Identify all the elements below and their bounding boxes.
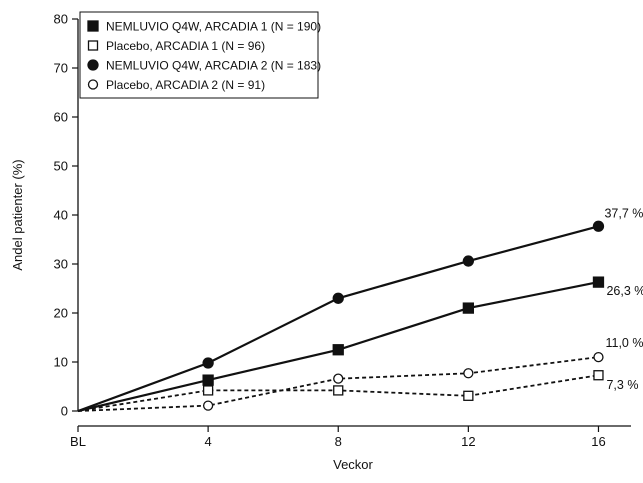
legend-item: Placebo, ARCADIA 2 (N = 91) — [87, 78, 265, 92]
y-tick-label: 30 — [54, 257, 68, 272]
y-tick-label: 50 — [54, 159, 68, 174]
axes: 0 10 20 30 40 50 60 70 80 BL 4 8 12 16 — [54, 12, 631, 449]
data-point — [463, 390, 474, 401]
legend-label: Placebo, ARCADIA 1 (N = 96) — [106, 39, 265, 53]
legend-box — [79, 11, 319, 99]
data-point — [202, 400, 214, 411]
data-point — [333, 373, 344, 384]
data-point — [462, 255, 475, 267]
series-1 — [77, 276, 605, 413]
x-tick-label: 12 — [461, 434, 475, 449]
y-tick-label: 60 — [54, 110, 68, 125]
legend-item: NEMLUVIO Q4W, ARCADIA 2 (N = 183) — [87, 59, 321, 73]
end-value-label: 7,3 % — [606, 378, 638, 392]
y-tick-label: 80 — [54, 12, 68, 27]
data-point — [332, 344, 344, 356]
end-value-label: 26,3 % — [606, 284, 643, 298]
data-point — [333, 385, 344, 396]
y-axis-title: Andel patienter (%) — [10, 159, 25, 270]
legend-item: Placebo, ARCADIA 1 (N = 96) — [87, 39, 265, 53]
x-tick-label: BL — [70, 434, 86, 449]
legend-marker — [87, 79, 99, 90]
data-point — [463, 368, 474, 379]
data-point — [592, 276, 605, 288]
y-tick-label: 0 — [61, 404, 68, 419]
data-point — [332, 292, 344, 304]
legend-label: NEMLUVIO Q4W, ARCADIA 2 (N = 183) — [106, 59, 321, 73]
series-4 — [77, 351, 604, 412]
legend-item: NEMLUVIO Q4W, ARCADIA 1 (N = 190) — [87, 20, 321, 34]
y-tick-label: 20 — [54, 306, 68, 321]
data-point — [593, 351, 604, 363]
data-point — [202, 385, 214, 396]
legend-marker — [87, 40, 99, 51]
y-tick-label: 10 — [54, 355, 68, 370]
series-line — [77, 356, 599, 412]
y-tick-label: 40 — [54, 208, 68, 223]
x-tick-label: 16 — [591, 434, 605, 449]
data-point — [592, 220, 605, 232]
data-point — [202, 374, 214, 386]
end-value-label: 11,0 % — [605, 336, 643, 350]
series-3 — [77, 220, 605, 413]
legend-marker — [87, 59, 99, 71]
legend-label: NEMLUVIO Q4W, ARCADIA 1 (N = 190) — [106, 20, 321, 34]
x-tick-label: 8 — [335, 434, 342, 449]
x-tick-label: 4 — [205, 434, 212, 449]
data-point — [593, 370, 604, 381]
series-2 — [77, 370, 604, 412]
end-value-label: 37,7 % — [604, 206, 643, 220]
data-point — [202, 357, 214, 369]
data-point — [462, 302, 475, 314]
legend-label: Placebo, ARCADIA 2 (N = 91) — [106, 78, 265, 92]
legend: NEMLUVIO Q4W, ARCADIA 1 (N = 190) Placebo… — [79, 11, 321, 99]
end-labels: 26,3 % 7,3 % 37,7 % 11,0 % — [604, 206, 643, 392]
series-layer — [77, 220, 605, 413]
x-axis-title: Veckor — [333, 457, 373, 472]
legend-marker — [87, 20, 99, 32]
y-tick-label: 70 — [54, 61, 68, 76]
